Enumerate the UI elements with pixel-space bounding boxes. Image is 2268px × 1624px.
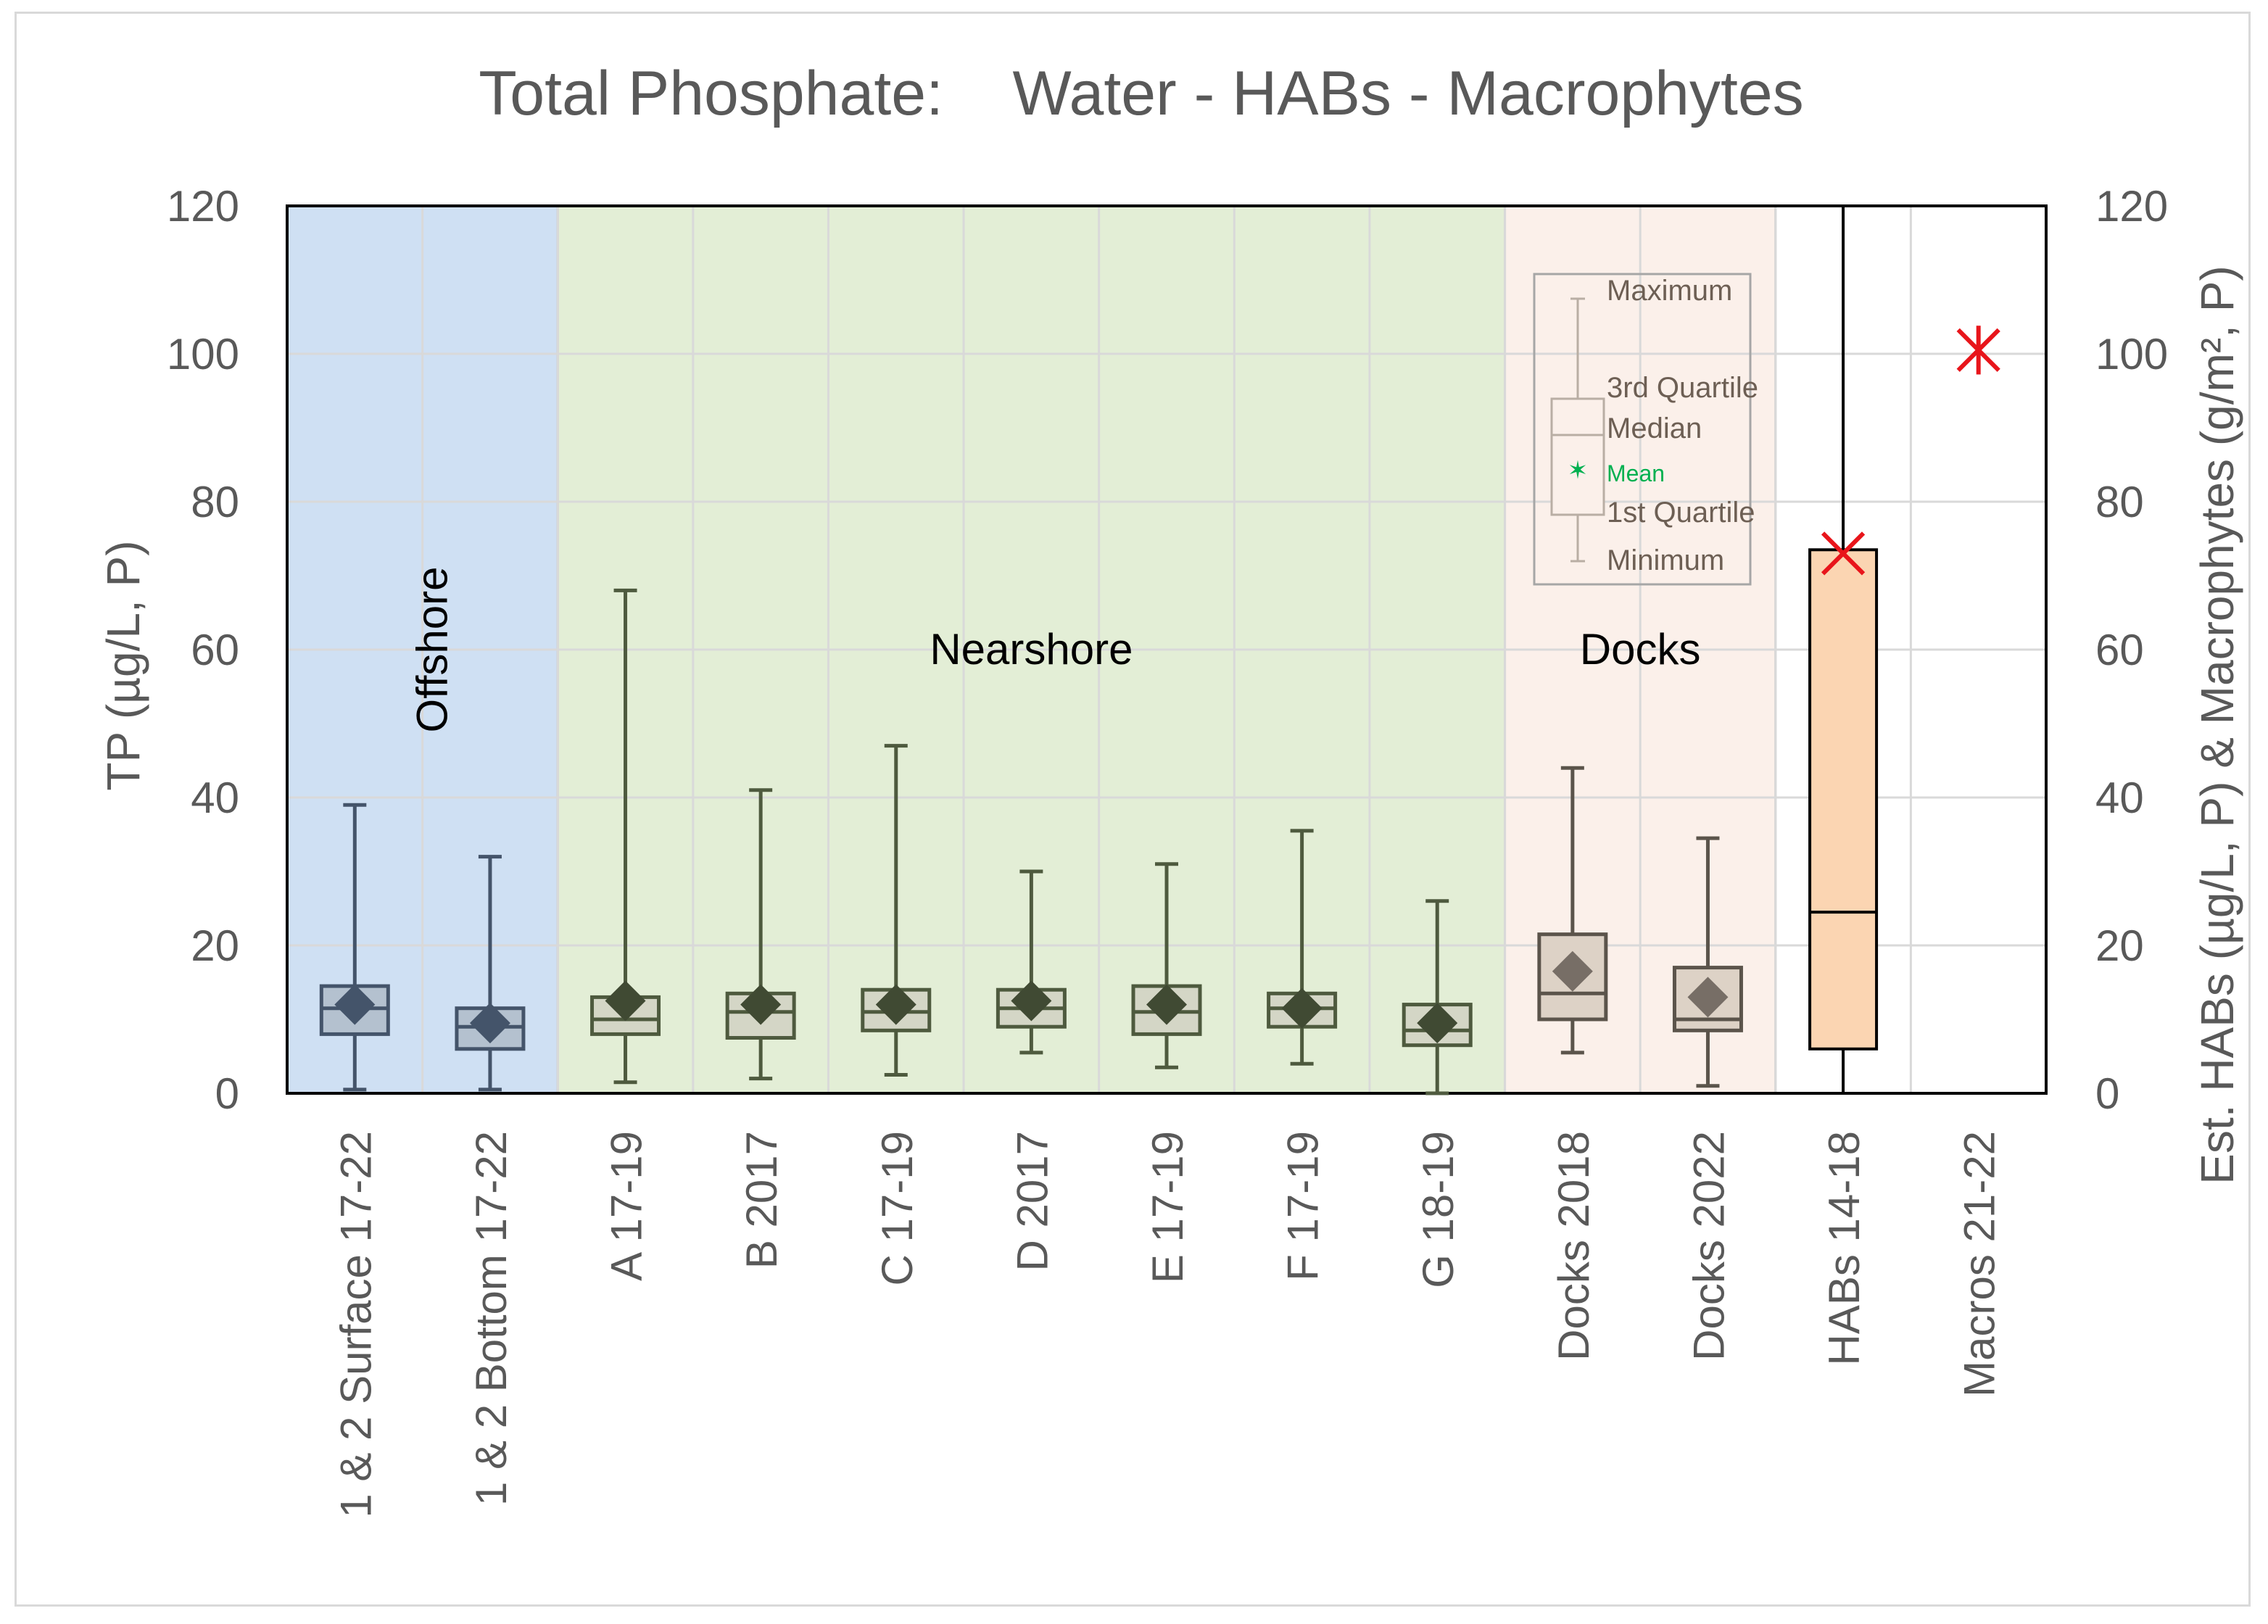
box-4: [725, 788, 796, 1081]
chart-frame: [15, 12, 2251, 1607]
y-tick-label-right: 40: [2095, 774, 2144, 822]
y-tick-label-right: 100: [2095, 330, 2168, 378]
y-tick-label-left: 0: [215, 1069, 239, 1118]
mean-marker: [334, 984, 376, 1025]
legend-item: 1st Quartile: [1607, 497, 1755, 529]
left-y-axis: 0 20 40 60 80 100 120: [167, 182, 239, 1118]
y-tick-label-right: 60: [2095, 626, 2144, 674]
region-label-offshore: Offshore: [408, 566, 457, 732]
box-8: [1267, 829, 1338, 1066]
box-5: [861, 744, 932, 1077]
x-tick-label: C 17-19: [873, 1131, 922, 1285]
x-tick-label: G 18-19: [1414, 1131, 1462, 1288]
x-tick-label: Macros 21-22: [1955, 1131, 2004, 1397]
legend: ✶ Maximum 3rd Quartile Median Mean 1st Quarti…: [1533, 273, 1758, 586]
x-tick-label: A 17-19: [603, 1131, 651, 1281]
plot-border: [286, 204, 2048, 1095]
y-tick-label-left: 20: [191, 921, 239, 970]
gridlines: Offshore Nearshore Docks: [286, 204, 2048, 1095]
mean-marker: [605, 980, 646, 1022]
x-tick-labels: 1 & 2 Surface 17-22 1 & 2 Bottom 17-22 A 1…: [331, 1131, 2003, 1518]
legend-item: 3rd Quartile: [1607, 372, 1758, 404]
y-tick-label-left: 80: [191, 478, 239, 526]
legend-item: Minimum: [1607, 544, 1724, 576]
box-11: [1672, 836, 1743, 1088]
x-tick-label: F 17-19: [1279, 1131, 1328, 1281]
left-y-axis-label: TP (µg/L, P): [97, 540, 149, 790]
y-tick-label-right: 20: [2095, 921, 2144, 970]
mean-marker: [875, 984, 916, 1025]
y-tick-label-left: 100: [167, 330, 239, 378]
legend-item: Maximum: [1607, 275, 1732, 307]
x-tick-label: HABs 14-18: [1820, 1131, 1868, 1366]
y-tick-label-right: 120: [2095, 182, 2168, 231]
x-tick-label: E 17-19: [1143, 1131, 1192, 1283]
box-iqr: [1808, 548, 1879, 1051]
region-label-nearshore: Nearshore: [930, 625, 1133, 674]
x-tick-label: Docks 2022: [1684, 1131, 1733, 1361]
box-2: [455, 855, 526, 1092]
x-tick-label: 1 & 2 Bottom 17-22: [467, 1131, 516, 1506]
right-y-axis: 0 20 40 60 80 100 120: [2095, 182, 2168, 1118]
box-3: [590, 588, 661, 1085]
box-iqr: [1537, 932, 1608, 1022]
mean-marker: [1687, 977, 1729, 1018]
legend-item: Mean: [1607, 460, 1665, 486]
box-6: [996, 869, 1067, 1055]
box-7: [1131, 862, 1202, 1069]
box-9: [1402, 899, 1473, 1095]
mean-marker: [1821, 531, 1866, 576]
x-tick-label: D 2017: [1008, 1131, 1056, 1271]
legend-box: [1550, 397, 1605, 516]
legend-item: Median: [1607, 413, 1702, 444]
region-label-docks: Docks: [1580, 625, 1701, 674]
mean-marker: [1011, 980, 1052, 1022]
box-12: [1808, 206, 1879, 1093]
y-tick-label-left: 120: [167, 182, 239, 231]
mean-marker: [1281, 987, 1323, 1029]
legend-frame: [1533, 273, 1752, 586]
box-13: [1956, 326, 2000, 375]
y-tick-label-right: 0: [2095, 1069, 2119, 1118]
right-y-axis-label: Est. HABs (µg/L, P) & Macrophytes (g/m²,…: [2191, 265, 2243, 1184]
mean-marker: [1552, 950, 1593, 992]
y-tick-label-right: 80: [2095, 478, 2144, 526]
x-tick-label: Docks 2018: [1549, 1131, 1598, 1361]
mean-marker: [469, 1003, 510, 1044]
legend-mean-marker: ✶: [1568, 457, 1589, 484]
mean-marker: [740, 984, 782, 1025]
x-tick-label: 1 & 2 Surface 17-22: [331, 1131, 380, 1518]
mean-marker: [1146, 984, 1187, 1025]
y-tick-label-left: 40: [191, 774, 239, 822]
x-tick-label: B 2017: [737, 1131, 786, 1269]
box-series: [319, 206, 2000, 1095]
chart-title: Total Phosphate: Water - HABs - Macrophy…: [479, 59, 1803, 128]
y-tick-label-left: 60: [191, 626, 239, 674]
box-1: [319, 803, 390, 1092]
mean-marker: [1417, 1003, 1458, 1044]
box-10: [1537, 766, 1608, 1055]
